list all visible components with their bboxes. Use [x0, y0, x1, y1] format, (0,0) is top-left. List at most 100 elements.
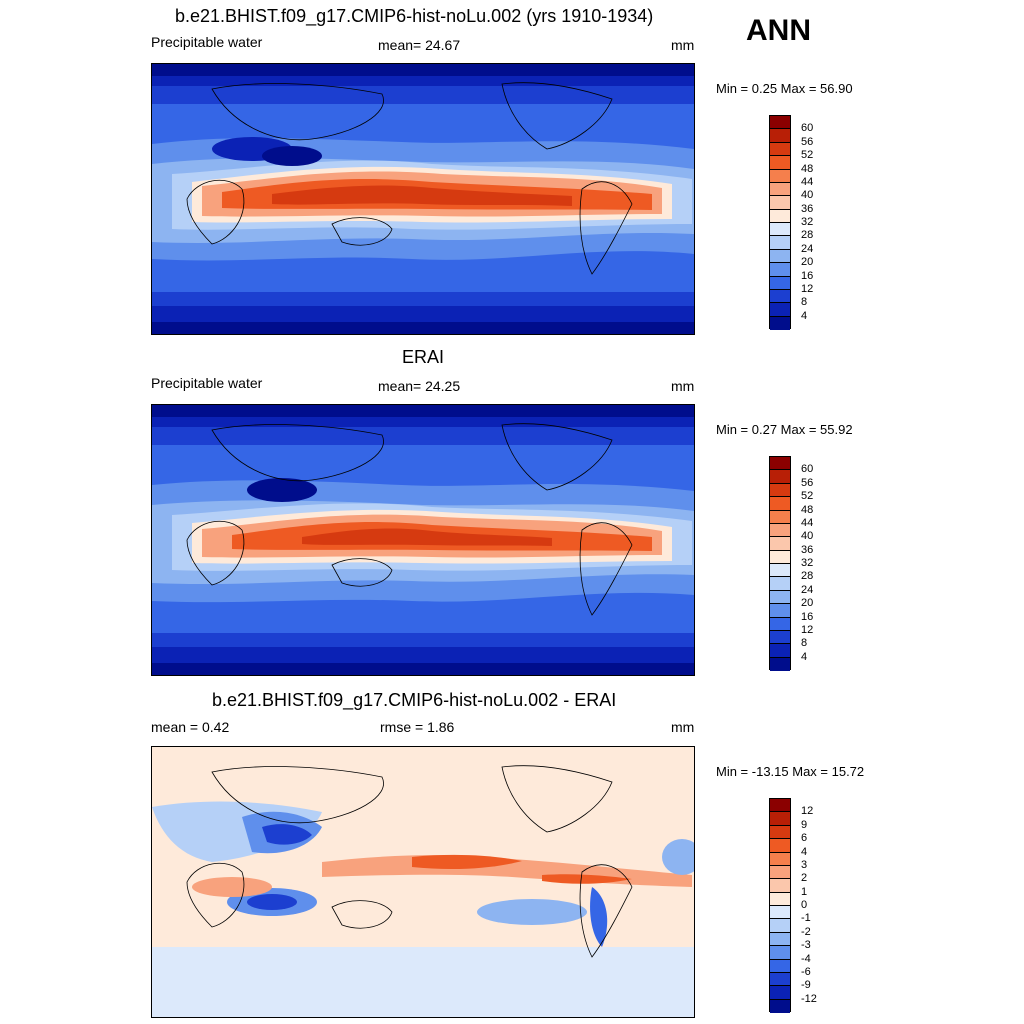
panel-1-title: b.e21.BHIST.f09_g17.CMIP6-hist-noLu.002 …: [175, 6, 654, 26]
colorbar-swatch: [770, 644, 790, 658]
colorbar-swatch: [770, 276, 790, 290]
colorbar-swatch: [770, 799, 790, 813]
colorbar-tick-label: 60: [801, 463, 814, 476]
colorbar-swatch: [770, 604, 790, 618]
panel-2-units-label: mm: [671, 378, 695, 394]
colorbar-tick-label: 52: [801, 490, 814, 503]
colorbar-tick-label: 36: [801, 202, 814, 215]
colorbar-swatch: [770, 892, 790, 906]
panel-1-map: [151, 63, 695, 335]
colorbar-swatch: [770, 142, 790, 157]
panel-1-colorbar: [769, 115, 791, 330]
colorbar-swatch: [770, 879, 790, 893]
colorbar-tick-label: 32: [801, 557, 814, 569]
colorbar-swatch: [770, 196, 790, 210]
colorbar-tick-label: -1: [801, 912, 811, 925]
panel-2-minmax-label: Min = 0.27 Max = 55.92: [716, 422, 853, 437]
colorbar-tick-label: 28: [801, 570, 814, 583]
colorbar-swatch: [770, 510, 790, 524]
colorbar-tick-label: 44: [801, 175, 814, 188]
season-label: ANN: [746, 14, 811, 47]
panel-1-mean-label: mean= 24.67: [378, 37, 461, 53]
colorbar-tick-label: 20: [801, 597, 814, 610]
colorbar-tick-label: -2: [801, 925, 811, 938]
colorbar-tick-label: 56: [801, 476, 814, 489]
colorbar-swatch: [770, 852, 790, 866]
colorbar-swatch: [770, 537, 790, 551]
colorbar-tick-label: 40: [801, 189, 814, 202]
panel-3-minmax-label: Min = -13.15 Max = 15.72: [716, 764, 865, 779]
colorbar-swatch: [770, 236, 790, 250]
colorbar-tick-label: 9: [801, 818, 808, 831]
colorbar-swatch: [770, 986, 790, 1000]
colorbar-swatch: [770, 865, 790, 880]
colorbar-swatch: [770, 959, 790, 973]
panel-2-map-graphic: [152, 405, 694, 675]
colorbar-tick-label: 2: [801, 872, 808, 885]
panel-2-title: ERAI: [402, 347, 445, 367]
colorbar-swatch: [770, 116, 790, 130]
panel-3-map-graphic: [152, 747, 694, 1017]
colorbar-swatch: [770, 564, 790, 578]
colorbar-tick-label: -4: [801, 952, 811, 965]
colorbar-tick-label: 40: [801, 530, 814, 543]
colorbar-swatch: [770, 470, 790, 484]
colorbar-swatch: [770, 617, 790, 631]
colorbar-swatch: [770, 316, 790, 330]
colorbar-tick-label: 20: [801, 256, 814, 269]
colorbar-swatch: [770, 577, 790, 591]
panel-2-map: [151, 404, 695, 676]
colorbar-swatch: [770, 550, 790, 564]
colorbar-tick-label: 52: [801, 149, 814, 162]
panel-1-map-graphic: [152, 64, 694, 334]
colorbar-tick-label: -9: [801, 979, 811, 992]
colorbar-tick-label: 48: [801, 162, 814, 175]
panel-2-variable-label: Precipitable water: [151, 375, 263, 391]
colorbar-tick-label: 44: [801, 516, 814, 529]
colorbar-tick-label: 16: [801, 610, 814, 623]
panel-3-units-label: mm: [671, 719, 695, 735]
colorbar-swatch: [770, 812, 790, 826]
colorbar-tick-label: -3: [801, 939, 811, 952]
colorbar-tick-label: 24: [801, 242, 814, 255]
colorbar-tick-label: 28: [801, 229, 814, 242]
colorbar-swatch: [770, 932, 790, 947]
panel-3-title: b.e21.BHIST.f09_g17.CMIP6-hist-noLu.002 …: [212, 690, 617, 710]
colorbar-tick-label: 8: [801, 296, 808, 309]
colorbar-swatch: [770, 209, 790, 223]
colorbar-tick-label: 16: [801, 269, 814, 282]
colorbar-tick-label: 60: [801, 122, 814, 135]
colorbar-swatch: [770, 590, 790, 605]
colorbar-swatch: [770, 483, 790, 498]
colorbar-swatch: [770, 946, 790, 960]
colorbar-swatch: [770, 289, 790, 304]
panel-1-variable-label: Precipitable water: [151, 34, 263, 50]
colorbar-tick-label: 36: [801, 543, 814, 556]
colorbar-tick-label: 4: [801, 845, 808, 858]
colorbar-tick-label: 32: [801, 216, 814, 228]
colorbar-tick-label: 56: [801, 135, 814, 148]
panel-3-mean-label: mean = 0.42: [151, 719, 230, 735]
colorbar-swatch: [770, 169, 790, 183]
panel-3-rmse-label: rmse = 1.86: [380, 719, 455, 735]
colorbar-tick-label: 12: [801, 282, 814, 295]
colorbar-swatch: [770, 223, 790, 237]
panel-1-minmax-label: Min = 0.25 Max = 56.90: [716, 81, 853, 96]
colorbar-tick-label: -6: [801, 965, 811, 978]
colorbar-swatch: [770, 999, 790, 1013]
colorbar-swatch: [770, 825, 790, 840]
colorbar-tick-label: 12: [801, 805, 814, 818]
colorbar-swatch: [770, 129, 790, 143]
colorbar-swatch: [770, 263, 790, 277]
panel-3-map: [151, 746, 695, 1018]
colorbar-tick-label: 48: [801, 503, 814, 516]
colorbar-tick-label: 3: [801, 858, 808, 871]
colorbar-tick-label: 0: [801, 899, 808, 911]
colorbar-swatch: [770, 919, 790, 933]
colorbar-swatch: [770, 523, 790, 538]
colorbar-swatch: [770, 630, 790, 645]
colorbar-swatch: [770, 303, 790, 317]
colorbar-tick-label: 1: [801, 885, 808, 898]
panel-2-colorbar: [769, 456, 791, 671]
panel-2-mean-label: mean= 24.25: [378, 378, 461, 394]
